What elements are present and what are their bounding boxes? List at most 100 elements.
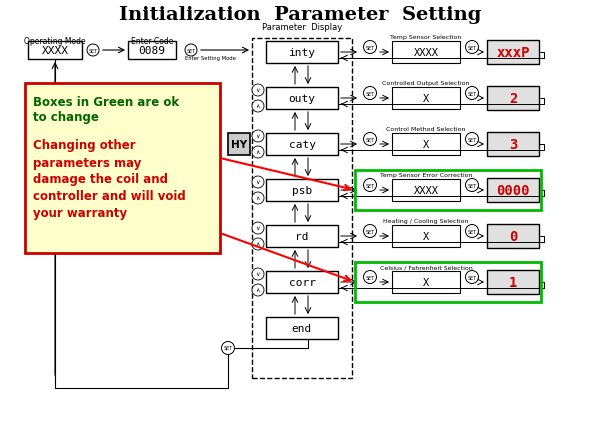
Text: Temp Sensor Error Correction: Temp Sensor Error Correction [380,173,472,177]
Text: rd: rd [295,231,309,241]
Text: Changing other: Changing other [33,139,136,152]
Text: 0: 0 [509,230,517,244]
Text: SET: SET [365,275,374,280]
Text: XXXX: XXXX [41,46,68,56]
Text: SET: SET [467,91,476,96]
Text: SET: SET [365,137,374,142]
Text: SET: SET [365,46,374,50]
Circle shape [364,225,377,238]
Circle shape [87,45,99,57]
Text: ∧: ∧ [256,104,260,109]
Text: Parameter  Display: Parameter Display [262,23,342,32]
Circle shape [364,42,377,54]
Text: Enter Setting Mode: Enter Setting Mode [185,56,235,61]
Circle shape [252,238,264,251]
Text: XXXX: XXXX [413,48,439,58]
Circle shape [466,133,479,146]
Bar [392,134,460,155]
Circle shape [466,87,479,100]
Text: ∨: ∨ [256,272,260,277]
Text: 1: 1 [509,276,517,290]
Circle shape [252,193,264,205]
Circle shape [252,101,264,113]
Text: X: X [423,277,429,287]
Text: SET: SET [467,46,476,50]
Text: Temp Sensor Selection: Temp Sensor Selection [391,35,461,40]
Text: your warranty: your warranty [33,207,127,220]
Text: xxxP: xxxP [496,46,530,60]
Bar [266,317,338,339]
Text: controller and will void: controller and will void [33,190,186,203]
Text: inty: inty [289,48,316,58]
Text: Operating Mode: Operating Mode [24,37,86,46]
Bar [28,42,82,60]
Bar [392,226,460,247]
Text: SET: SET [223,346,233,351]
Bar [487,87,539,111]
Text: outy: outy [289,94,316,104]
Text: SET: SET [467,229,476,234]
Text: 0089: 0089 [139,46,166,56]
Bar [266,134,338,155]
Bar [252,39,352,378]
Bar [228,134,250,155]
Bar [266,226,338,247]
Text: corr: corr [289,277,316,287]
Circle shape [466,225,479,238]
Text: SET: SET [467,275,476,280]
Text: caty: caty [289,140,316,150]
Bar [487,41,539,65]
Text: SET: SET [365,91,374,96]
Circle shape [185,45,197,57]
Circle shape [252,147,264,159]
Bar [487,133,539,157]
Circle shape [364,133,377,146]
Text: ∧: ∧ [256,150,260,155]
Bar [266,272,338,293]
Circle shape [364,87,377,100]
Text: SET: SET [187,48,196,53]
Circle shape [466,179,479,192]
Circle shape [466,271,479,284]
Circle shape [364,271,377,284]
Circle shape [252,284,264,297]
Bar [355,262,541,302]
Text: 3: 3 [509,138,517,152]
Text: HY: HY [231,140,247,150]
Text: ∨: ∨ [256,88,260,93]
Text: Initialization  Parameter  Setting: Initialization Parameter Setting [119,6,481,24]
Text: Control Method Selection: Control Method Selection [386,127,466,132]
Text: 2: 2 [509,92,517,106]
Text: ∧: ∧ [256,242,260,247]
Text: ∧: ∧ [256,196,260,201]
Circle shape [252,223,264,234]
Text: Boxes in Green are ok: Boxes in Green are ok [33,95,179,108]
Text: SET: SET [467,183,476,188]
Bar [487,225,539,248]
Text: XXXX: XXXX [413,186,439,195]
Circle shape [466,42,479,54]
Text: parameters may: parameters may [33,156,142,169]
Bar [487,270,539,294]
Text: ∨: ∨ [256,226,260,231]
Bar [392,42,460,64]
Bar [392,272,460,293]
Text: Controlled Output Selection: Controlled Output Selection [382,81,470,86]
Text: SET: SET [467,137,476,142]
Bar [266,88,338,110]
Text: ∨: ∨ [256,180,260,185]
Bar [266,180,338,201]
Text: 0000: 0000 [496,184,530,198]
Bar [355,171,541,211]
Text: end: end [292,323,312,333]
Bar [25,84,220,254]
Text: X: X [423,231,429,241]
Circle shape [221,342,235,355]
Text: X: X [423,140,429,150]
Text: SET: SET [365,229,374,234]
Bar [128,42,176,60]
Text: ∧: ∧ [256,288,260,293]
Circle shape [252,268,264,280]
Bar [266,42,338,64]
Text: SET: SET [365,183,374,188]
